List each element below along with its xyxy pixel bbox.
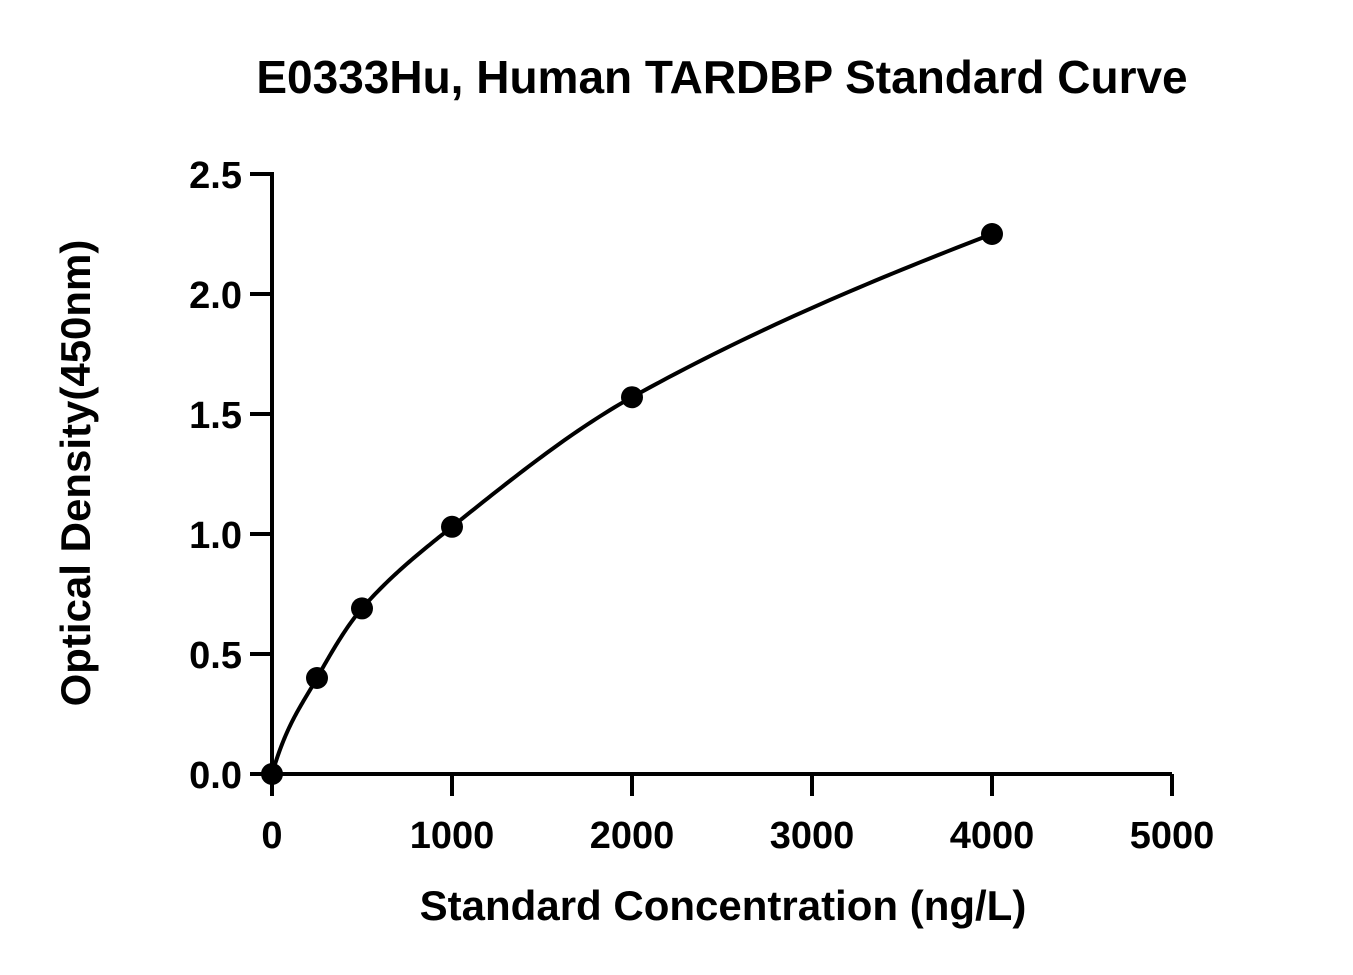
- y-tick-label: 0.5: [189, 635, 242, 677]
- y-tick-label: 0.0: [189, 755, 242, 797]
- x-axis-label: Standard Concentration (ng/L): [420, 882, 1027, 929]
- y-tick-label: 2.0: [189, 275, 242, 317]
- x-tick-label: 2000: [590, 815, 675, 857]
- x-tick-label: 1000: [410, 815, 495, 857]
- data-point: [306, 667, 328, 689]
- x-tick-label: 5000: [1130, 815, 1215, 857]
- y-axis-label: Optical Density(450nm): [52, 240, 99, 707]
- chart-title: E0333Hu, Human TARDBP Standard Curve: [256, 51, 1187, 103]
- data-point: [261, 763, 283, 785]
- y-tick-label: 2.5: [189, 155, 242, 197]
- x-tick-label: 3000: [770, 815, 855, 857]
- x-tick-label: 0: [261, 815, 282, 857]
- x-tick-label: 4000: [950, 815, 1035, 857]
- plot-area: 0 1000 2000 3000 4000 5000 0.0 0.5 1.0 1.5 2.0 2.5: [189, 155, 1214, 857]
- data-point: [621, 386, 643, 409]
- y-tick-label: 1.5: [189, 395, 242, 437]
- data-point: [441, 515, 463, 538]
- y-tick-label: 1.0: [189, 515, 242, 557]
- data-point: [981, 223, 1003, 245]
- data-point: [351, 597, 373, 620]
- fit-curve: [270, 232, 993, 775]
